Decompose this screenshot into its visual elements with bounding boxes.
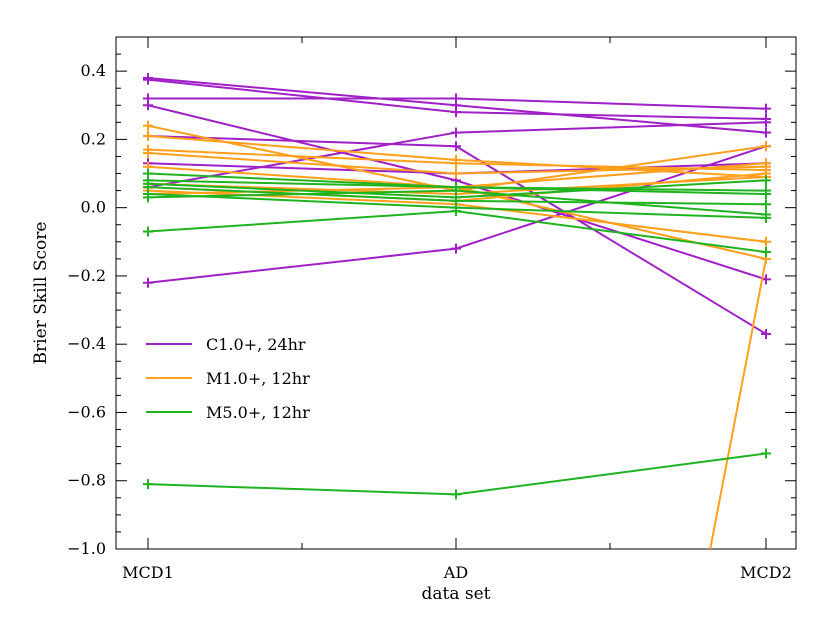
legend-label: C1.0+, 24hr [206,335,306,354]
tick-labels: −1.0 −0.8 −0.6 −0.4 −0.2 0.0 0.2 0.4 MCD1 AD MCD2 [67,61,792,582]
y-tick-label: −1.0 [67,539,106,558]
legend-label: M5.0+, 12hr [206,403,310,422]
y-tick-label: 0.2 [81,129,106,148]
y-tick-label: −0.6 [67,402,106,421]
y-axis-title: Brier Skill Score [31,222,51,365]
x-tick-label: AD [443,563,468,582]
x-tick-label: MCD2 [740,563,792,582]
series-layer [143,72,771,549]
x-axis-title: data set [421,584,490,604]
outlier-line [709,258,767,549]
axis-ticks [116,36,796,550]
y-tick-label: −0.4 [67,334,106,353]
y-tick-label: −0.8 [67,471,106,490]
legend: C1.0+, 24hr M1.0+, 12hr M5.0+, 12hr [146,335,310,422]
x-tick-label: MCD1 [122,563,174,582]
y-tick-label: −0.2 [67,266,106,285]
y-tick-label: 0.4 [81,61,106,80]
series-line [147,452,767,496]
series-clip-group [143,72,771,549]
y-tick-label: 0.0 [81,198,106,217]
legend-label: M1.0+, 12hr [206,369,310,388]
